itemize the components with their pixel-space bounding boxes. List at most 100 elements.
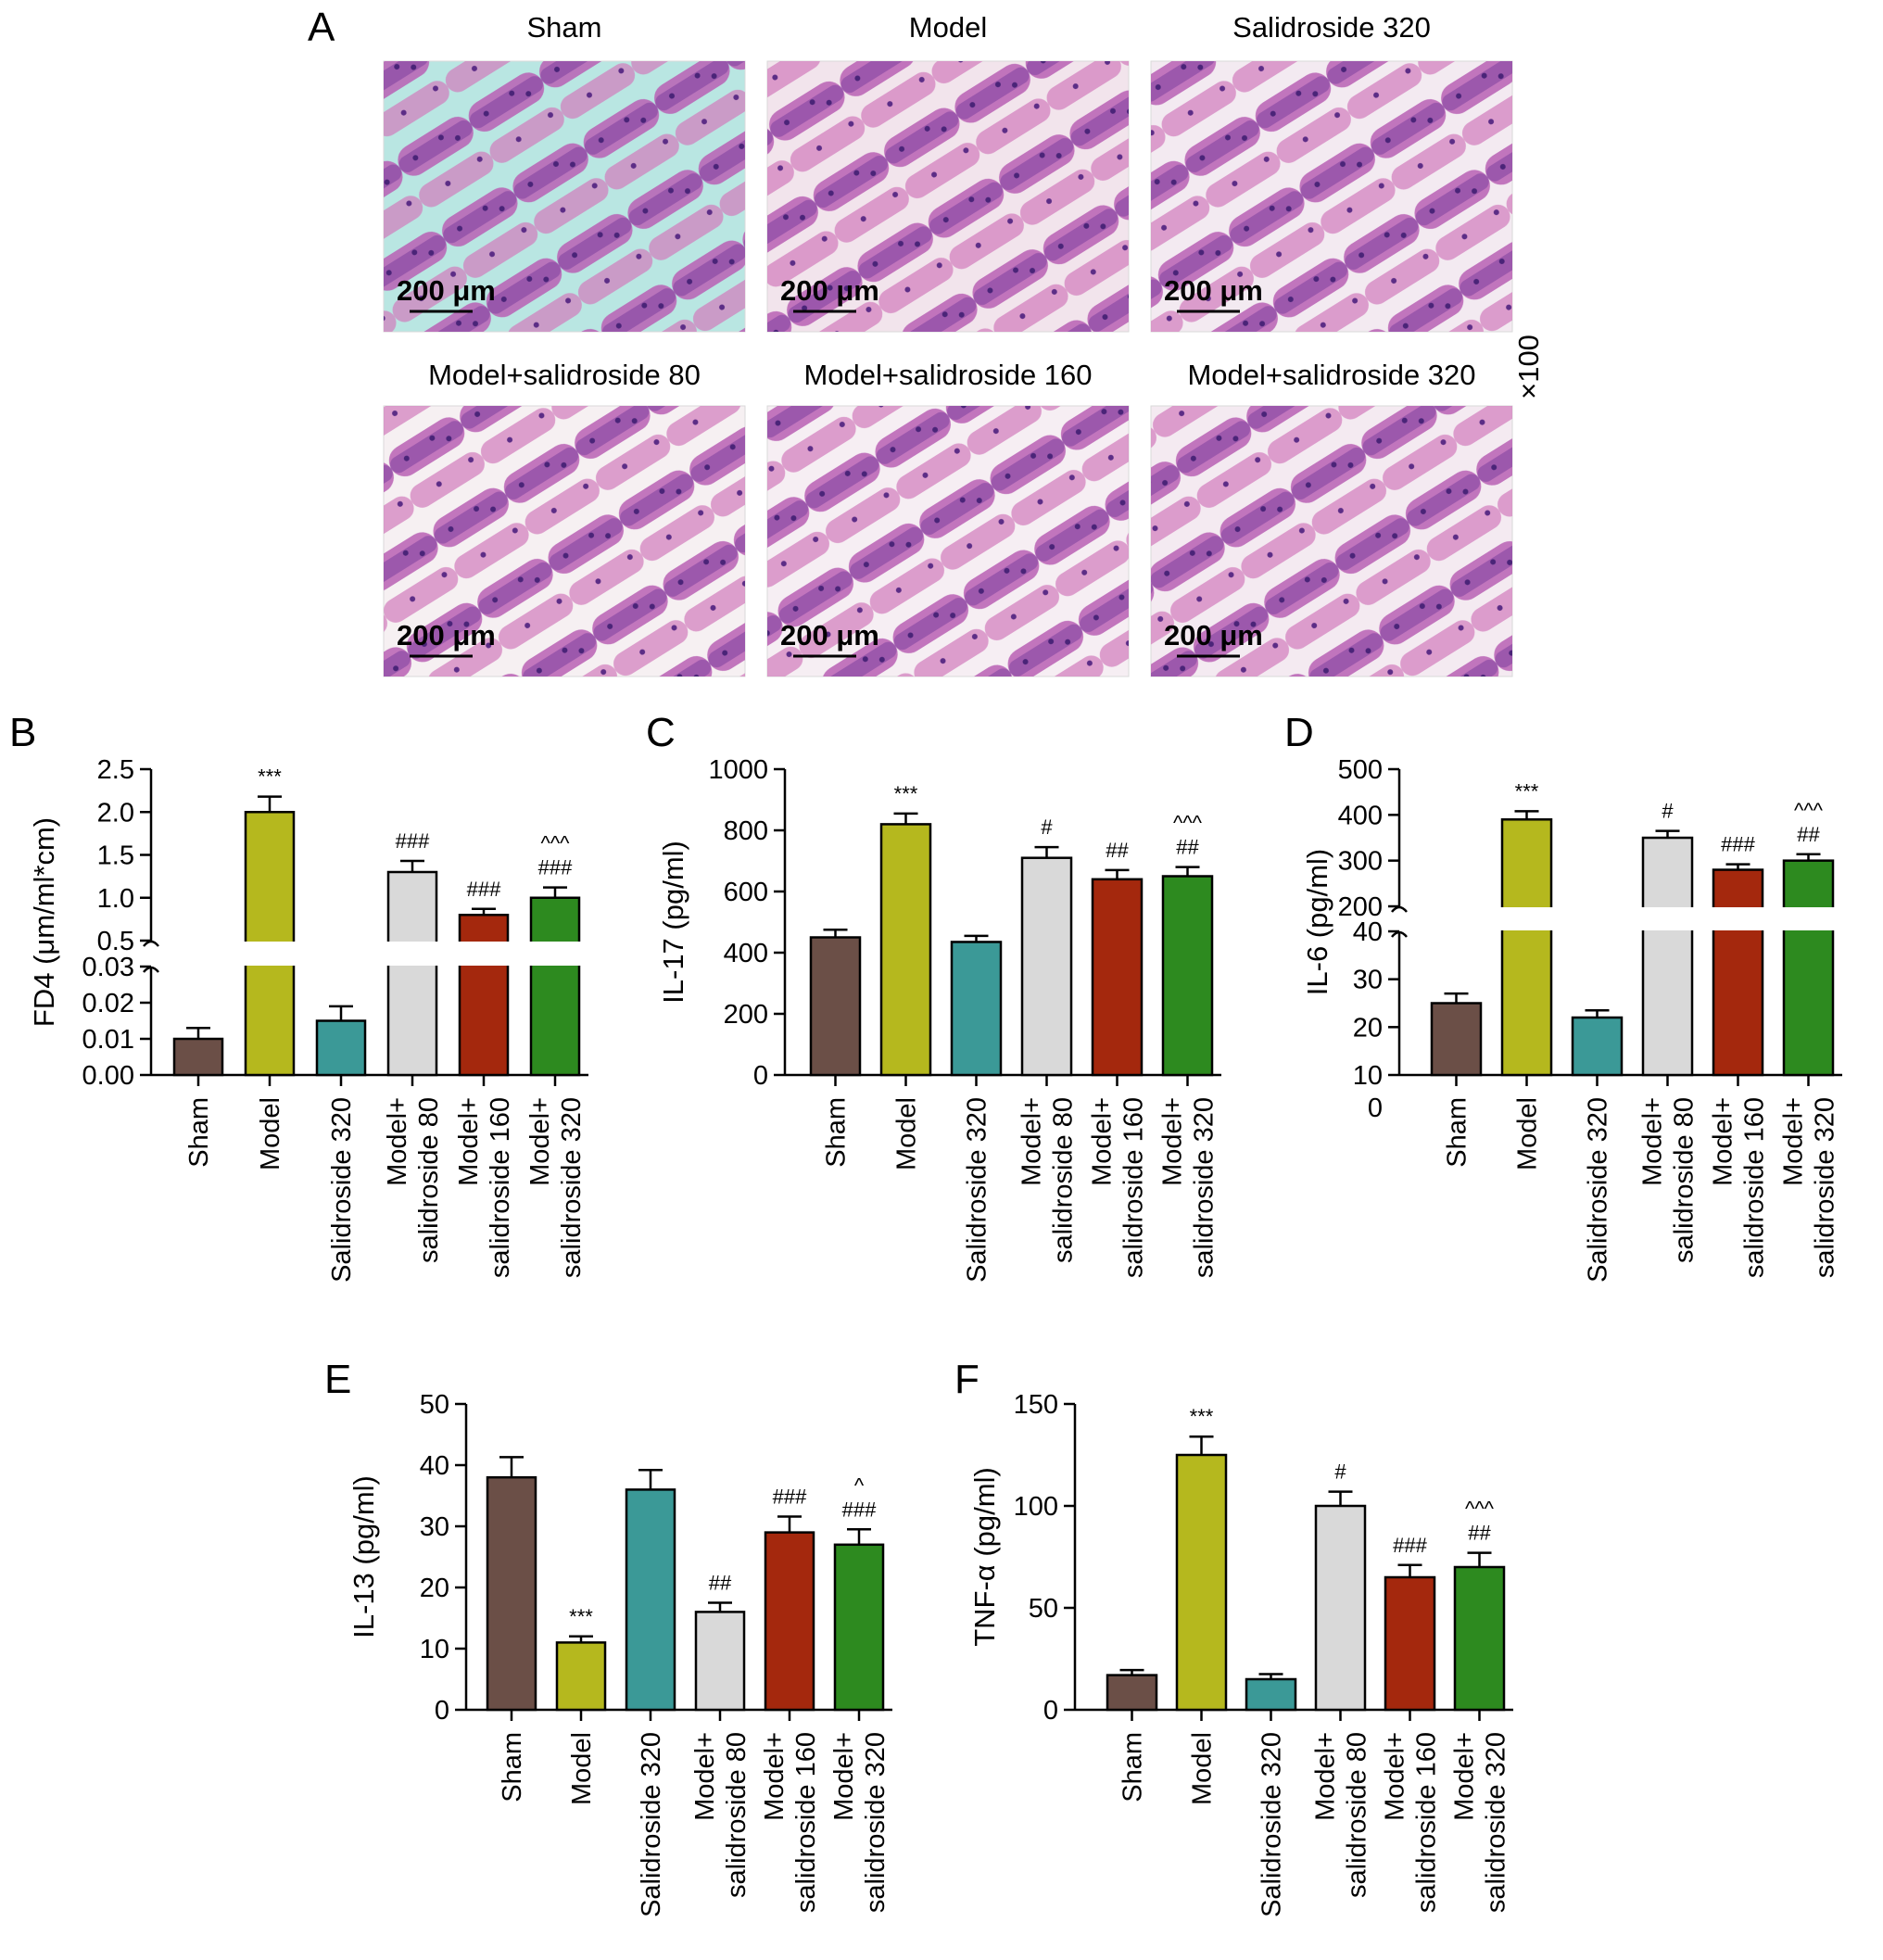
bar-1: [1106, 1674, 1158, 1712]
bar-break-gap: [1781, 907, 1836, 930]
axis-break-mark: [143, 940, 159, 947]
category-label: salidroside 80: [722, 1732, 752, 1898]
y-tick-label: 100: [1014, 1492, 1058, 1522]
tissue-image: [767, 406, 1129, 677]
category-label: salidroside 160: [1740, 1097, 1770, 1278]
bar-5: [764, 1531, 815, 1712]
bar-1: [809, 936, 862, 1077]
magnification-label: ×100: [1512, 335, 1545, 399]
y-tick-label: 200: [1338, 892, 1383, 922]
y-tick-label: 600: [724, 878, 768, 907]
significance-mark: ***: [1515, 779, 1539, 803]
micrograph-3: Salidroside 320 200 μm: [1150, 11, 1513, 333]
significance-mark: ##: [1468, 1522, 1491, 1545]
y-tick-label: 30: [420, 1512, 449, 1542]
category-label: salidroside 160: [1119, 1097, 1149, 1278]
micrograph-1: Sham 200 μm: [383, 11, 746, 333]
bar-break-gap: [1640, 907, 1695, 930]
category-label: Model+: [1311, 1732, 1341, 1821]
micrograph-title: Model: [909, 11, 987, 44]
category-label: Salidroside 320: [963, 1097, 992, 1283]
category-label: salidroside 160: [1412, 1732, 1442, 1913]
y-zero-label: 0: [1368, 1094, 1383, 1123]
y-tick-label: 0: [435, 1696, 449, 1726]
significance-mark: ^^^: [541, 832, 571, 855]
scale-bar-label: 200 μm: [1164, 274, 1263, 307]
bar-chart-panels: B 0.00 0.01 0.02 0.030.5 1.0 1.5 2.0 2.5 FD4 (μm/…: [9, 710, 1842, 1917]
bar-break-gap: [1499, 907, 1554, 930]
panel-letter-e: E: [324, 1357, 351, 1402]
y-tick-label: 1.0: [97, 884, 134, 914]
y-tick-label: 20: [1353, 1013, 1383, 1043]
category-label: Salidroside 320: [1584, 1097, 1613, 1283]
significance-mark: ##: [1797, 823, 1820, 846]
category-label: Model: [1513, 1097, 1543, 1170]
bar-break-gap: [528, 942, 582, 966]
significance-mark: ***: [258, 765, 282, 789]
category-label: salidroside 320: [1482, 1732, 1511, 1913]
significance-mark: ***: [1190, 1405, 1214, 1428]
bar-3: [950, 941, 1003, 1077]
bar-5: [1384, 1575, 1436, 1712]
significance-mark: ###: [467, 878, 501, 901]
category-label: Model: [567, 1732, 597, 1805]
category-label: Salidroside 320: [1257, 1732, 1287, 1917]
y-tick-label: 200: [724, 1000, 768, 1030]
chart-panel-b: B 0.00 0.01 0.02 0.030.5 1.0 1.5 2.0 2.5 FD4 (μm/…: [9, 710, 588, 1283]
tissue-image: [767, 61, 1129, 332]
bar-break-gap: [457, 942, 511, 966]
y-tick-label: 0.02: [82, 989, 134, 1018]
significance-mark: ##: [1176, 836, 1199, 859]
category-label: Model+: [383, 1097, 412, 1186]
bar-break-gap: [1711, 907, 1765, 930]
y-tick-label: 30: [1353, 966, 1383, 995]
y-axis-title: IL-13 (pg/ml): [348, 1475, 380, 1638]
tissue-image: [1151, 61, 1512, 332]
category-label: Model: [1188, 1732, 1218, 1805]
category-label: salidroside 160: [791, 1732, 821, 1913]
significance-mark: ***: [569, 1605, 593, 1628]
y-axis-title: TNF-α (pg/ml): [968, 1467, 1001, 1647]
category-label: Salidroside 320: [327, 1097, 357, 1283]
category-label: Model+: [1450, 1732, 1480, 1821]
y-tick-label: 1000: [708, 755, 768, 785]
bar-6: [1453, 1565, 1506, 1712]
bar-3: [625, 1488, 676, 1712]
y-tick-label: 400: [724, 939, 768, 968]
axis-break-mark: [143, 966, 159, 973]
y-axis-title: IL-17 (pg/ml): [657, 841, 689, 1004]
significance-mark: ###: [396, 829, 430, 853]
category-label: Model+: [1709, 1097, 1738, 1186]
category-label: Model+: [829, 1732, 859, 1821]
micrograph-5: Model+salidroside 160 200 μm: [766, 359, 1130, 677]
y-tick-label: 0: [1043, 1696, 1058, 1726]
significance-mark: ^^^: [1173, 812, 1203, 835]
bar-2: [879, 823, 932, 1077]
bar-3: [1571, 1016, 1624, 1077]
significance-mark: ###: [842, 1498, 877, 1521]
category-label: salidroside 160: [486, 1097, 515, 1278]
y-tick-label: 50: [420, 1390, 449, 1420]
tissue-image: [384, 61, 745, 332]
significance-mark: ^^^: [1465, 1498, 1495, 1521]
category-label: salidroside 320: [557, 1097, 587, 1278]
category-label: Sham: [1118, 1732, 1148, 1802]
bar-6: [1161, 875, 1214, 1077]
category-label: salidroside 320: [1190, 1097, 1220, 1278]
category-label: Model+: [525, 1097, 555, 1186]
category-label: Model+: [1381, 1732, 1410, 1821]
bar-1: [172, 1037, 224, 1077]
category-label: Model+: [454, 1097, 484, 1186]
panel-letter-f: F: [954, 1357, 979, 1402]
bar-6: [1782, 859, 1835, 1077]
y-tick-label: 1.5: [97, 841, 134, 871]
micrograph-2: Model 200 μm: [766, 11, 1130, 333]
bar-1: [486, 1475, 537, 1712]
y-tick-label: 300: [1338, 847, 1383, 877]
chart-panel-f: F 0 50 100 150 TNF-α (pg/ml) Sham *** Model Salid…: [954, 1357, 1513, 1917]
bar-4: [1641, 836, 1694, 1077]
chart-panel-c: C 0 200 400 600 800 1000 IL-17 (pg/ml) Sham *** Mo…: [646, 710, 1221, 1283]
micrograph-title: Model+salidroside 160: [803, 359, 1092, 391]
y-tick-label: 500: [1338, 755, 1383, 785]
significance-mark: ##: [709, 1572, 732, 1595]
